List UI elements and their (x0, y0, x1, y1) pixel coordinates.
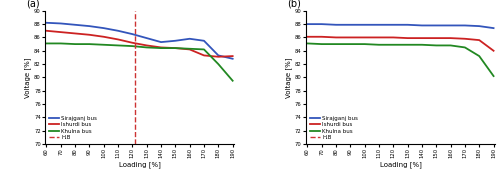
Ishurdi bus (419, 37, 425, 39)
Khulna bus (376, 44, 382, 46)
Sirajganj bus (434, 24, 440, 26)
Sirajganj bus (462, 24, 468, 26)
Khulna bus (333, 43, 339, 45)
Khulna bus (348, 43, 354, 45)
Khulna bus (130, 45, 136, 47)
Khulna bus (115, 44, 121, 46)
Ishurdi bus (115, 38, 121, 40)
Ishurdi bus (86, 34, 92, 36)
Khulna bus (318, 43, 324, 45)
Ishurdi bus (130, 42, 136, 44)
Sirajganj bus (476, 25, 482, 27)
Ishurdi bus (333, 36, 339, 39)
Sirajganj bus (130, 33, 136, 35)
Khulna bus (172, 47, 178, 49)
Ishurdi bus (172, 47, 178, 49)
Sirajganj bus (72, 24, 78, 26)
Sirajganj bus (333, 24, 339, 26)
Sirajganj bus (216, 54, 222, 57)
Line: Ishurdi bus: Ishurdi bus (46, 31, 232, 57)
Text: (b): (b) (287, 0, 301, 8)
Sirajganj bus (362, 24, 368, 26)
Ishurdi bus (490, 50, 496, 52)
Khulna bus (390, 44, 396, 46)
Sirajganj bus (58, 22, 64, 24)
Ishurdi bus (216, 56, 222, 58)
Sirajganj bus (490, 27, 496, 29)
Khulna bus (100, 44, 106, 46)
Y-axis label: Voltage [%]: Voltage [%] (24, 57, 32, 98)
Sirajganj bus (376, 24, 382, 26)
Ishurdi bus (448, 37, 454, 39)
Ishurdi bus (434, 37, 440, 39)
Khulna bus (144, 46, 150, 48)
Khulna bus (158, 47, 164, 49)
Legend: Sirajganj bus, Ishurdi bus, Khulna bus, H.B: Sirajganj bus, Ishurdi bus, Khulna bus, … (48, 115, 98, 141)
Khulna bus (490, 75, 496, 77)
Sirajganj bus (404, 24, 410, 26)
Khulna bus (362, 43, 368, 45)
Ishurdi bus (362, 36, 368, 39)
Ishurdi bus (201, 54, 207, 57)
Line: Khulna bus: Khulna bus (46, 43, 232, 81)
Khulna bus (419, 44, 425, 46)
Sirajganj bus (230, 58, 235, 60)
Khulna bus (462, 46, 468, 48)
Sirajganj bus (86, 25, 92, 27)
Khulna bus (304, 42, 310, 44)
Sirajganj bus (115, 30, 121, 32)
Khulna bus (230, 80, 235, 82)
Khulna bus (86, 43, 92, 45)
Text: (a): (a) (26, 0, 40, 8)
Khulna bus (72, 43, 78, 45)
Y-axis label: Voltage [%]: Voltage [%] (286, 57, 292, 98)
Sirajganj bus (44, 22, 50, 24)
Ishurdi bus (186, 48, 192, 51)
Sirajganj bus (348, 24, 354, 26)
Ishurdi bus (158, 46, 164, 48)
Khulna bus (186, 48, 192, 50)
X-axis label: Loading [%]: Loading [%] (380, 161, 422, 168)
Khulna bus (58, 42, 64, 44)
Ishurdi bus (376, 36, 382, 39)
Ishurdi bus (144, 44, 150, 46)
Line: Sirajganj bus: Sirajganj bus (308, 24, 494, 28)
Sirajganj bus (158, 41, 164, 43)
Sirajganj bus (390, 24, 396, 26)
Sirajganj bus (318, 23, 324, 25)
Sirajganj bus (100, 27, 106, 29)
Sirajganj bus (186, 38, 192, 40)
Line: Khulna bus: Khulna bus (308, 43, 494, 76)
Line: Ishurdi bus: Ishurdi bus (308, 37, 494, 51)
Ishurdi bus (72, 32, 78, 35)
Khulna bus (404, 44, 410, 46)
Line: Sirajganj bus: Sirajganj bus (46, 23, 232, 59)
Ishurdi bus (348, 36, 354, 39)
Ishurdi bus (318, 36, 324, 38)
Ishurdi bus (304, 36, 310, 38)
Sirajganj bus (201, 40, 207, 42)
Khulna bus (476, 55, 482, 57)
Sirajganj bus (304, 23, 310, 25)
Sirajganj bus (144, 37, 150, 39)
Ishurdi bus (44, 30, 50, 32)
X-axis label: Loading [%]: Loading [%] (118, 161, 160, 168)
Ishurdi bus (100, 36, 106, 38)
Ishurdi bus (390, 36, 396, 39)
Sirajganj bus (448, 24, 454, 26)
Ishurdi bus (58, 31, 64, 33)
Khulna bus (44, 42, 50, 44)
Khulna bus (201, 48, 207, 51)
Sirajganj bus (172, 40, 178, 42)
Ishurdi bus (230, 55, 235, 57)
Legend: Sirajganj bus, Ishurdi bus, Khulna bus, H.B: Sirajganj bus, Ishurdi bus, Khulna bus, … (308, 115, 359, 141)
Khulna bus (448, 44, 454, 46)
Khulna bus (434, 44, 440, 46)
Sirajganj bus (419, 24, 425, 26)
Ishurdi bus (404, 37, 410, 39)
Ishurdi bus (476, 39, 482, 41)
Ishurdi bus (462, 38, 468, 40)
Khulna bus (216, 63, 222, 65)
